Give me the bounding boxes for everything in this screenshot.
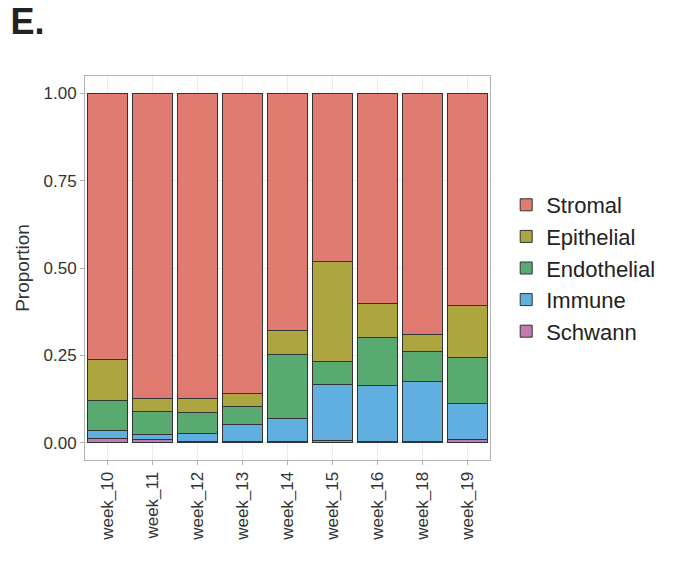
svg-text:week_19: week_19 (458, 472, 477, 541)
svg-text:week_10: week_10 (98, 472, 117, 541)
svg-text:Endothelial: Endothelial (546, 257, 655, 282)
svg-text:0.25: 0.25 (44, 346, 77, 365)
svg-text:1.00: 1.00 (44, 84, 77, 103)
svg-text:E.: E. (10, 1, 44, 42)
svg-text:Proportion: Proportion (12, 224, 33, 312)
svg-text:Schwann: Schwann (546, 320, 637, 345)
svg-text:0.50: 0.50 (44, 259, 77, 278)
svg-text:0.75: 0.75 (44, 172, 77, 191)
svg-text:week_14: week_14 (278, 472, 297, 541)
svg-text:week_11: week_11 (143, 472, 162, 540)
svg-text:0.00: 0.00 (44, 434, 77, 453)
svg-text:week_13: week_13 (233, 472, 252, 541)
svg-text:week_15: week_15 (323, 472, 342, 541)
svg-text:week_12: week_12 (188, 472, 207, 541)
svg-text:week_18: week_18 (413, 472, 432, 541)
svg-text:week_16: week_16 (368, 472, 387, 541)
svg-text:Epithelial: Epithelial (546, 225, 635, 250)
svg-text:Stromal: Stromal (546, 193, 622, 218)
svg-text:Immune: Immune (546, 288, 625, 313)
